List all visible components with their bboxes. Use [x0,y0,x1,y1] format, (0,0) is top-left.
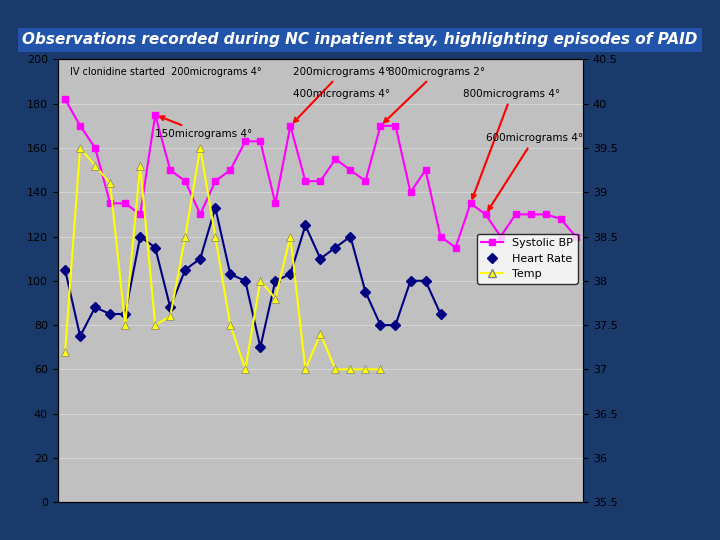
Text: Observations recorded during NC inpatient stay, highlighting episodes of PAID: Observations recorded during NC inpatien… [22,32,698,48]
Text: 400micrograms 4°: 400micrograms 4° [293,89,390,99]
Legend: Systolic BP, Heart Rate, Temp: Systolic BP, Heart Rate, Temp [477,234,577,284]
Text: 600micrograms 4°: 600micrograms 4° [485,133,582,210]
Text: IV clonidine started  200micrograms 4°: IV clonidine started 200micrograms 4° [70,67,261,77]
Text: 200micrograms 4°: 200micrograms 4° [293,67,390,122]
Text: 800micrograms 4°: 800micrograms 4° [463,89,560,199]
Text: 150micrograms 4°: 150micrograms 4° [156,116,253,139]
Text: 800micrograms 2°: 800micrograms 2° [384,67,485,122]
